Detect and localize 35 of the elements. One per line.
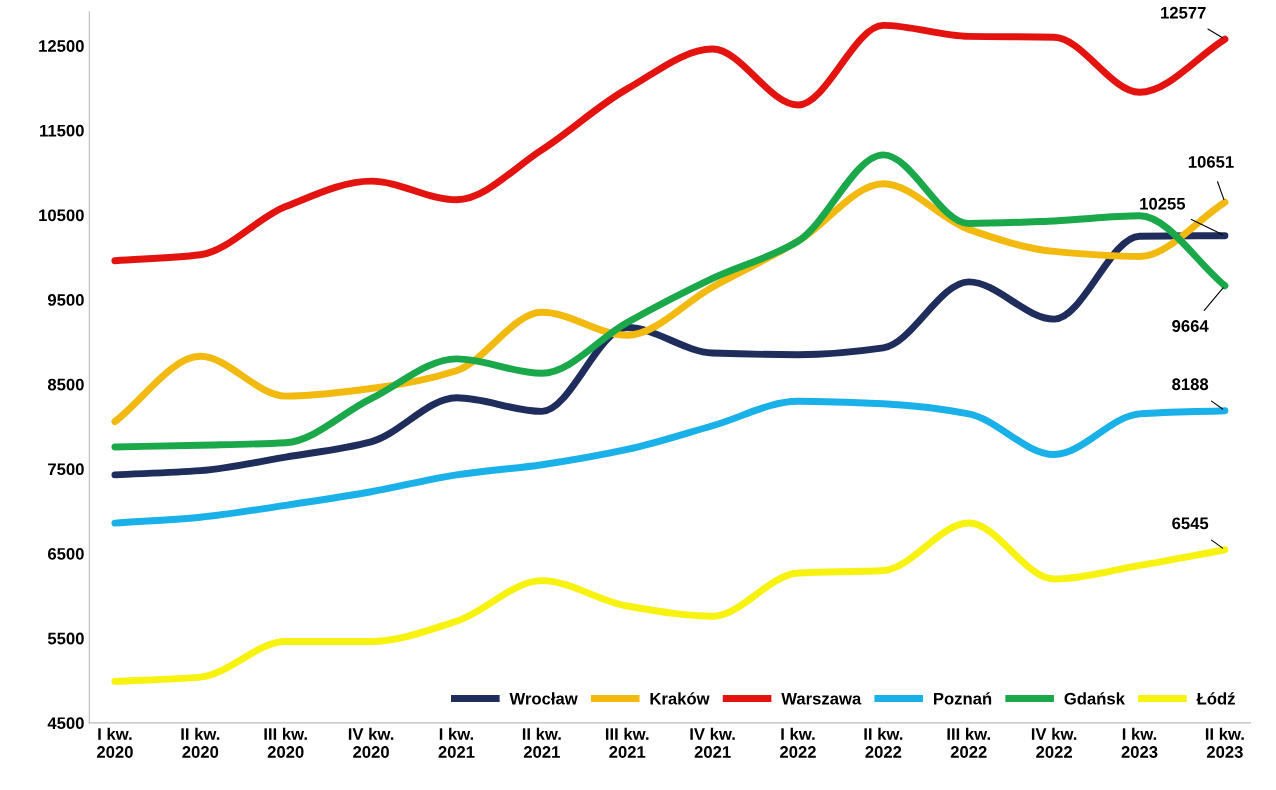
- y-tick-label: 9500: [47, 294, 84, 306]
- legend-label: Kraków: [650, 692, 710, 705]
- x-tick-label: II kw. 2021: [522, 727, 561, 758]
- annotation: 8188: [1172, 378, 1209, 391]
- y-tick-label: 6500: [48, 547, 84, 560]
- legend-label: Gdańsk: [1064, 692, 1125, 705]
- legend-label: Łódź: [1196, 692, 1235, 705]
- x-tick-label: III kw. 2021: [605, 727, 649, 758]
- x-tick-label: II kw. 2023: [1205, 727, 1244, 758]
- annotation: 10255: [1140, 197, 1186, 210]
- x-tick-label: III kw. 2020: [264, 727, 307, 758]
- annotation: 12577: [1161, 6, 1206, 19]
- y-tick-label: 4500: [47, 717, 84, 730]
- x-tick-label: I kw. 2020: [96, 727, 133, 758]
- x-tick-label: II kw. 2022: [864, 727, 903, 758]
- annotation: 9664: [1172, 320, 1209, 332]
- x-tick-label: I kw. 2021: [438, 727, 475, 758]
- x-tick-label: I kw. 2022: [780, 727, 816, 758]
- legend-label: Poznań: [934, 692, 992, 705]
- x-tick-label: IV kw. 2021: [690, 727, 735, 758]
- y-tick-label: 12500: [39, 40, 84, 52]
- y-tick-label: 5500: [47, 632, 84, 645]
- annotation: 10651: [1188, 155, 1234, 168]
- x-tick-label: I kw. 2023: [1121, 727, 1158, 758]
- x-tick-label: IV kw. 2022: [1031, 727, 1077, 758]
- legend-label: Wrocław: [509, 692, 578, 705]
- y-tick-label: 10500: [39, 209, 84, 222]
- x-tick-label: III kw. 2022: [947, 727, 990, 758]
- y-tick-label: 11500: [40, 124, 84, 137]
- y-tick-label: 8500: [47, 378, 84, 391]
- x-tick-label: II kw. 2020: [181, 727, 220, 758]
- legend-label: Warszawa: [781, 692, 862, 705]
- annotation: 6545: [1172, 517, 1209, 530]
- x-tick-label: IV kw. 2020: [348, 727, 394, 758]
- y-tick-label: 7500: [48, 463, 84, 476]
